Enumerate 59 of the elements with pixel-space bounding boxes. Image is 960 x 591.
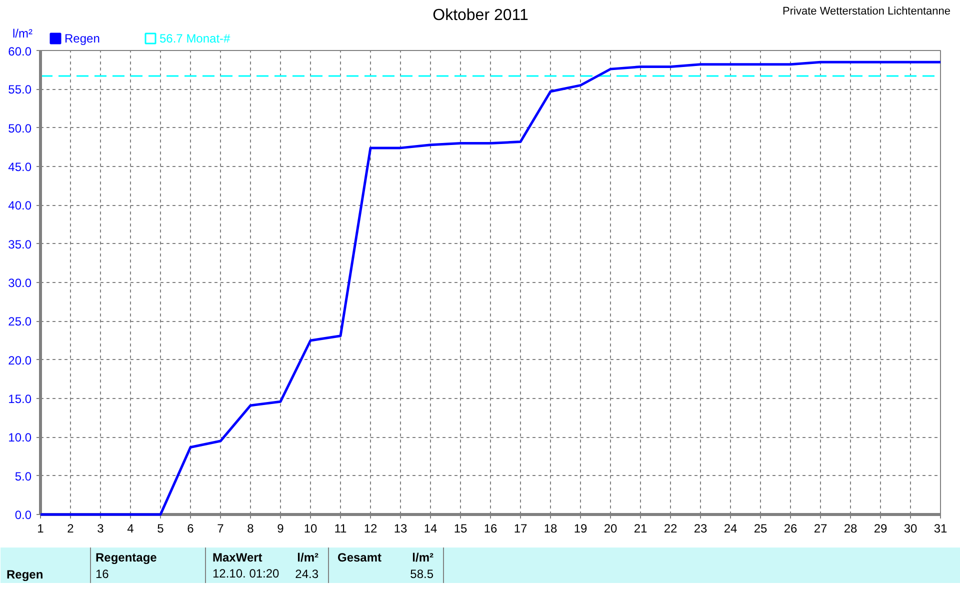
x-tick-label: 1 — [37, 522, 44, 536]
x-tick-label: 31 — [934, 522, 948, 536]
x-tick-label: 20 — [604, 522, 618, 536]
x-tick-label: 24 — [724, 522, 738, 536]
y-tick-label: 45.0 — [8, 160, 32, 174]
x-tick-label: 26 — [784, 522, 798, 536]
chart-title: Oktober 2011 — [432, 7, 528, 24]
x-tick-label: 22 — [664, 522, 678, 536]
y-tick-label: 5.0 — [14, 469, 32, 484]
y-tick-label: 60.0 — [8, 44, 32, 58]
y-tick-label: 10.0 — [8, 430, 32, 445]
x-tick-label: 16 — [484, 522, 498, 536]
x-tick-label: 11 — [334, 522, 348, 536]
x-tick-label: 28 — [844, 522, 858, 536]
x-tick-label: 5 — [157, 522, 164, 536]
text: 58.5 — [410, 567, 434, 581]
x-tick-label: 25 — [754, 522, 768, 536]
x-tick-label: 9 — [277, 522, 284, 536]
x-tick-label: 12 — [364, 522, 378, 536]
x-tick-label: 4 — [127, 522, 134, 536]
text: 24.3 — [295, 567, 319, 581]
x-tick-label: 2 — [67, 522, 74, 536]
text: l/m² — [297, 550, 319, 564]
y-tick-label: 25.0 — [8, 314, 32, 329]
text: 16 — [96, 567, 110, 581]
x-tick-label: 30 — [904, 522, 918, 536]
x-tick-label: 7 — [217, 522, 224, 536]
text: Gesamt — [338, 550, 382, 564]
x-tick-label: 10 — [304, 522, 318, 536]
x-tick-label: 15 — [454, 522, 468, 536]
text: Regen — [6, 568, 44, 582]
text: 12.10. 01:20 — [212, 566, 280, 580]
x-tick-label: 18 — [544, 522, 558, 536]
y-tick-label: 0.0 — [14, 508, 32, 522]
legend-label: 56.7 Monat-# — [160, 32, 231, 46]
x-tick-label: 3 — [97, 522, 104, 536]
x-tick-label: 23 — [694, 522, 708, 536]
x-tick-label: 14 — [424, 522, 438, 536]
legend-label: Regen — [64, 32, 100, 46]
text: MaxWert — [212, 550, 262, 564]
x-tick-label: 6 — [187, 522, 194, 536]
text: l/m² — [412, 550, 434, 564]
x-tick-label: 21 — [634, 522, 648, 536]
x-tick-label: 27 — [814, 522, 828, 536]
x-tick-label: 8 — [247, 522, 254, 536]
y-tick-label: 35.0 — [8, 237, 32, 252]
x-tick-label: 19 — [574, 522, 588, 536]
x-tick-label: 29 — [874, 522, 888, 536]
y-tick-label: 55.0 — [8, 82, 32, 97]
x-tick-label: 13 — [394, 522, 408, 536]
text: Private Wetterstation Lichtentanne — [782, 6, 951, 18]
y-axis-title: l/m² — [12, 26, 32, 40]
y-tick-label: 20.0 — [8, 353, 32, 368]
y-tick-label: 50.0 — [8, 121, 32, 136]
y-tick-label: 15.0 — [8, 392, 32, 406]
y-tick-label: 30.0 — [8, 276, 32, 290]
x-tick-label: 17 — [514, 522, 528, 536]
text: Regentage — [96, 550, 158, 564]
y-tick-label: 40.0 — [8, 198, 32, 213]
